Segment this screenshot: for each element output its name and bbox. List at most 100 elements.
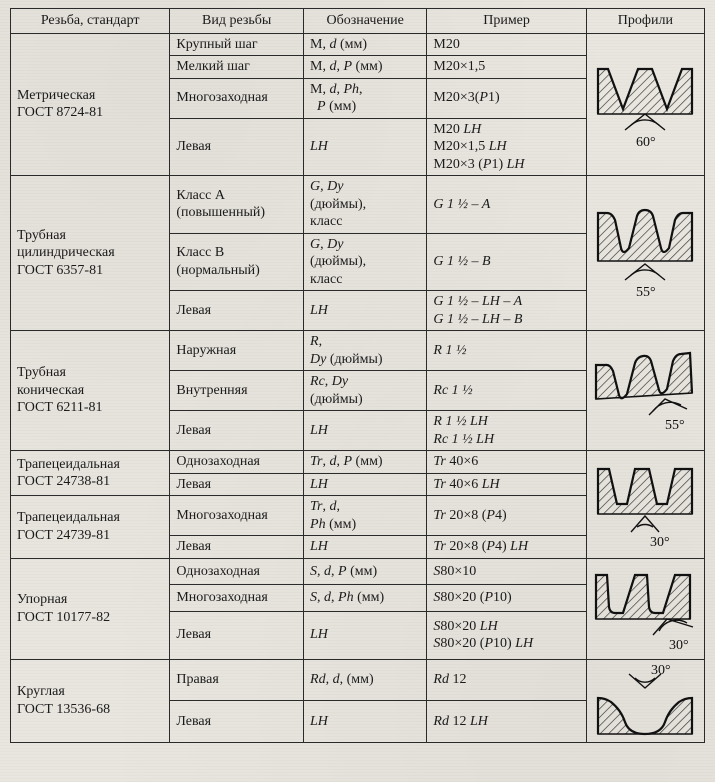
- profile-v55-icon: 55°: [595, 198, 695, 308]
- cell-sym: S, d, P (мм): [304, 558, 427, 585]
- std-pipe-cyl: Трубная цилиндрическая ГОСТ 6357-81: [11, 176, 170, 331]
- std-metric: Метрическая ГОСТ 8724-81: [11, 33, 170, 176]
- header-row: Резьба, стандарт Вид резьбы Обозначение …: [11, 9, 705, 34]
- cell-type: Правая: [170, 659, 304, 701]
- std-label: ГОСТ 13536-68: [17, 702, 110, 717]
- cell-ex: Rc 1 ½: [427, 371, 586, 411]
- cell-sym: LH: [304, 701, 427, 743]
- cell-sym: Tr, d,Ph (мм): [304, 496, 427, 536]
- std-label: ГОСТ 8724-81: [17, 105, 103, 120]
- cell-ex: G 1 ½ – B: [427, 233, 586, 291]
- profile-pipe-cyl: 55°: [586, 176, 704, 331]
- profile-metric: 60°: [586, 33, 704, 176]
- cell-ex: Tr 20×8 (P4) LH: [427, 536, 586, 559]
- profile-buttress-icon: 30°: [593, 561, 697, 657]
- cell-sym: S, d, Ph (мм): [304, 585, 427, 612]
- cell-sym: G, Dy(дюймы),класс: [304, 176, 427, 234]
- std-pipe-con: Трубная коническая ГОСТ 6211-81: [11, 331, 170, 451]
- std-label: Круглая: [17, 684, 65, 699]
- std-trap2: Трапецеидальная ГОСТ 24739-81: [11, 496, 170, 559]
- cell-sym: R,Dy (дюймы): [304, 331, 427, 371]
- table-row: Метрическая ГОСТ 8724-81 Крупный шаг М, …: [11, 33, 705, 56]
- thread-table: Резьба, стандарт Вид резьбы Обозначение …: [10, 8, 705, 743]
- cell-text: (нормальный): [176, 263, 259, 278]
- std-trap1: Трапецеидальная ГОСТ 24738-81: [11, 451, 170, 496]
- cell-ex: G 1 ½ – A: [427, 176, 586, 234]
- header-sym: Обозначение: [304, 9, 427, 34]
- cell-sym: Tr, d, P (мм): [304, 451, 427, 474]
- cell-type: Многозаходная: [170, 585, 304, 612]
- cell-type: Внутренняя: [170, 371, 304, 411]
- std-label: ГОСТ 24738-81: [17, 474, 110, 489]
- profile-pipe-con: 55°: [586, 331, 704, 451]
- profile-v55c-icon: 55°: [593, 343, 697, 439]
- std-label: Трубная: [17, 228, 66, 243]
- cell-text: (повышенный): [176, 205, 265, 220]
- cell-type: Крупный шаг: [170, 33, 304, 56]
- std-buttress: Упорная ГОСТ 10177-82: [11, 558, 170, 659]
- header-ex: Пример: [427, 9, 586, 34]
- std-label: Метрическая: [17, 88, 95, 103]
- cell-sym: LH: [304, 536, 427, 559]
- std-label: ГОСТ 6211-81: [17, 400, 103, 415]
- cell-type: Левая: [170, 411, 304, 451]
- cell-ex: М20 LHМ20×1,5 LHМ20×3 (P1) LH: [427, 118, 586, 176]
- cell-type: Наружная: [170, 331, 304, 371]
- cell-text: Класс В: [176, 245, 224, 260]
- header-type: Вид резьбы: [170, 9, 304, 34]
- cell-type: Левая: [170, 611, 304, 659]
- angle-label: 30°: [669, 638, 689, 653]
- cell-type: Однозаходная: [170, 451, 304, 474]
- angle-label: 55°: [665, 418, 685, 433]
- angle-label: 30°: [650, 535, 670, 550]
- cell-type: Левая: [170, 701, 304, 743]
- table-row: Трубная коническая ГОСТ 6211-81 Наружная…: [11, 331, 705, 371]
- std-label: ГОСТ 24739-81: [17, 528, 110, 543]
- header-std: Резьба, стандарт: [11, 9, 170, 34]
- cell-sym: LH: [304, 611, 427, 659]
- std-label: Упорная: [17, 592, 67, 607]
- std-label: Трапецеидальная: [17, 510, 120, 525]
- std-label: Трапецеидальная: [17, 457, 120, 472]
- profile-round: 30°: [586, 659, 704, 742]
- cell-type: Мелкий шаг: [170, 56, 304, 79]
- cell-ex: S80×20 (P10): [427, 585, 586, 612]
- cell-sym: LH: [304, 473, 427, 496]
- cell-ex: Tr 40×6 LH: [427, 473, 586, 496]
- cell-type: Класс А (повышенный): [170, 176, 304, 234]
- cell-type: Левая: [170, 118, 304, 176]
- cell-sym: LH: [304, 291, 427, 331]
- cell-ex: S80×20 LHS80×20 (P10) LH: [427, 611, 586, 659]
- cell-ex: Rd 12 LH: [427, 701, 586, 743]
- std-label: цилиндрическая: [17, 245, 115, 260]
- cell-ex: М20: [427, 33, 586, 56]
- cell-type: Левая: [170, 291, 304, 331]
- cell-sym: G, Dy(дюймы),класс: [304, 233, 427, 291]
- cell-sym: LH: [304, 411, 427, 451]
- header-prof: Профили: [586, 9, 704, 34]
- cell-ex: R 1 ½ LHRc 1 ½ LH: [427, 411, 586, 451]
- table-row: Упорная ГОСТ 10177-82 Однозаходная S, d,…: [11, 558, 705, 585]
- std-round: Круглая ГОСТ 13536-68: [11, 659, 170, 742]
- cell-ex: М20×3(P1): [427, 78, 586, 118]
- angle-label: 55°: [636, 285, 656, 300]
- cell-sym: М, d, Ph, P (мм): [304, 78, 427, 118]
- cell-text: Класс А: [176, 188, 225, 203]
- cell-ex: G 1 ½ – LH – AG 1 ½ – LH – B: [427, 291, 586, 331]
- table-row: Трапецеидальная ГОСТ 24738-81 Однозаходн…: [11, 451, 705, 474]
- cell-type: Левая: [170, 536, 304, 559]
- profile-trapez-icon: 30°: [595, 454, 695, 554]
- cell-type: Левая: [170, 473, 304, 496]
- cell-ex: Rd 12: [427, 659, 586, 701]
- cell-sym: Rd, d, (мм): [304, 659, 427, 701]
- cell-ex: М20×1,5: [427, 56, 586, 79]
- cell-ex: R 1 ½: [427, 331, 586, 371]
- cell-sym: М, d (мм): [304, 33, 427, 56]
- cell-ex: Tr 20×8 (P4): [427, 496, 586, 536]
- std-label: коническая: [17, 383, 84, 398]
- angle-label: 60°: [636, 135, 656, 150]
- cell-ex: S80×10: [427, 558, 586, 585]
- profile-round-icon: 30°: [595, 662, 695, 740]
- cell-sym: М, d, P (мм): [304, 56, 427, 79]
- std-label: ГОСТ 10177-82: [17, 610, 110, 625]
